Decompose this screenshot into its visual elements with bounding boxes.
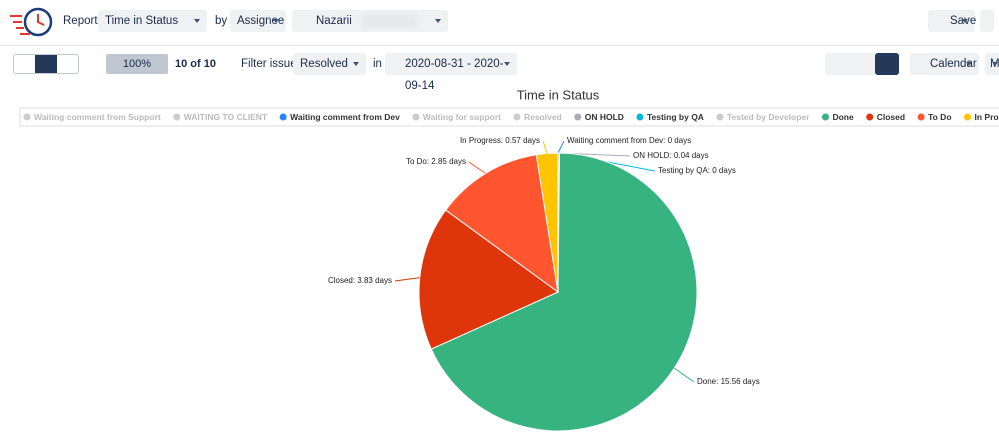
chart-type-switch[interactable]	[825, 53, 899, 75]
report-dropdown[interactable]: Time in Status	[98, 10, 207, 32]
data-label: ON HOLD: 0.04 days	[633, 151, 709, 160]
data-label: To Do: 2.85 days	[406, 157, 466, 166]
legend-label: Done	[832, 112, 854, 122]
legend-dot	[716, 113, 724, 121]
in-label: in	[373, 58, 382, 70]
legend-label: Waiting for support	[423, 112, 501, 122]
leader-line	[468, 161, 486, 174]
legend-dot	[23, 113, 31, 121]
view-active	[35, 55, 57, 73]
leader-line	[394, 277, 420, 282]
filter-label: Filter issues:	[241, 58, 306, 70]
legend-label: Resolved	[524, 112, 562, 122]
pie-slice	[418, 209, 559, 350]
data-label: Closed: 3.83 days	[328, 276, 392, 285]
legend-label: Closed	[877, 112, 905, 122]
legend-dot	[636, 113, 644, 121]
legend-dot	[279, 113, 287, 121]
chart-title: Time in Status	[517, 87, 600, 102]
leader-line	[674, 367, 695, 383]
data-label: Testing by QA: 0 days	[658, 166, 736, 175]
legend-label: Waiting comment from Support	[34, 112, 161, 122]
by-label: by	[215, 15, 228, 27]
issue-count: 10 of 10	[175, 58, 216, 70]
blurred-name	[362, 14, 417, 28]
progress-bar: 100%	[106, 54, 168, 74]
more-dropdown[interactable]: M	[985, 53, 999, 75]
legend-label: ON HOLD	[585, 112, 624, 122]
legend-dot	[513, 113, 521, 121]
data-label: In Progress: 0.57 days	[460, 136, 540, 145]
save-button[interactable]: Save	[928, 10, 976, 32]
legend-box	[19, 107, 999, 127]
legend-dot	[173, 113, 181, 121]
group-by-dropdown[interactable]: Assignee	[230, 10, 286, 32]
legend-dot	[412, 113, 420, 121]
legend-label: Waiting comment from Dev	[290, 112, 400, 122]
legend-dot	[821, 113, 829, 121]
chart: Time in Status Waiting comment from Supp…	[19, 87, 999, 432]
legend-dot	[574, 113, 582, 121]
data-label: Done: 15.56 days	[697, 377, 760, 386]
report-label: Report:	[63, 15, 101, 27]
legend-label: Testing by QA	[647, 112, 704, 122]
legend-dot	[917, 113, 925, 121]
view-switch[interactable]	[13, 54, 79, 74]
legend-dot	[866, 113, 874, 121]
chart-type-active	[875, 53, 899, 75]
more-button[interactable]	[980, 10, 994, 32]
legend-label: In Progress	[975, 112, 999, 122]
legend-label: To Do	[928, 112, 951, 122]
pie-slice	[535, 152, 559, 293]
legend-dot	[964, 113, 972, 121]
legend-label: WAITING TO CLIENT	[184, 112, 268, 122]
status-dropdown[interactable]: Resolved	[293, 53, 366, 75]
date-dropdown[interactable]: 2020-08-31 - 2020-09-14	[385, 53, 517, 92]
leader-line	[542, 140, 548, 154]
calendar-dropdown[interactable]: Calendar	[910, 53, 979, 75]
logo	[10, 7, 53, 37]
data-label: Waiting comment from Dev: 0 days	[567, 136, 691, 145]
legend-label: Tested by Developer	[727, 112, 810, 122]
leader-line	[557, 140, 565, 154]
pie-slice	[430, 152, 698, 432]
divider	[0, 45, 999, 46]
